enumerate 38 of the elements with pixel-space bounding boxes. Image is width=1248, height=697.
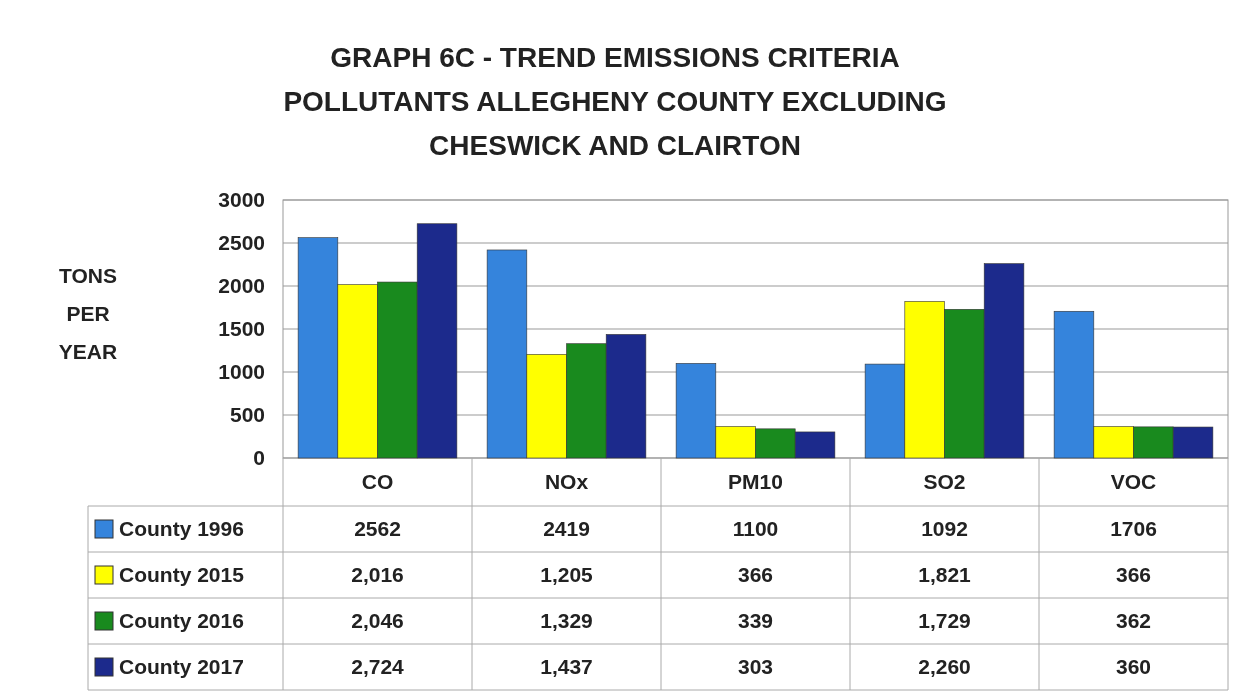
data-label: 1,205 <box>540 563 594 587</box>
y-tick-label: 500 <box>229 403 265 427</box>
y-tick-label: 2000 <box>218 274 265 298</box>
y-tick-label: 2500 <box>218 231 265 255</box>
data-label: 1,821 <box>918 563 972 587</box>
chart-title: GRAPH 6C - TREND EMISSIONS CRITERIA POLLUTANTS ALLEGHENY COUNTY EXCLUDING CHESWICK AND CLAIRTON <box>283 42 947 161</box>
y-tick-label: 1500 <box>218 317 265 341</box>
data-label: 2562 <box>354 517 401 541</box>
y-tick-label: 3000 <box>218 188 265 212</box>
legend-label: County 2016 <box>119 609 244 633</box>
data-label: 360 <box>1115 655 1152 679</box>
x-tick-label: PM10 <box>728 470 783 494</box>
data-label: 2419 <box>543 517 590 541</box>
data-label: 1092 <box>921 517 968 541</box>
data-label: 1706 <box>1110 517 1157 541</box>
data-label: 339 <box>737 609 774 633</box>
y-tick-label: 1000 <box>218 360 265 384</box>
data-label: 1,729 <box>918 609 971 633</box>
data-label: 1,329 <box>540 609 593 633</box>
y-tick-label: 0 <box>253 446 265 470</box>
data-label: 1100 <box>732 517 779 541</box>
data-label: 1,437 <box>540 655 593 679</box>
data-label: 362 <box>1115 609 1152 633</box>
x-tick-label: SO2 <box>923 470 966 494</box>
data-label: 2,016 <box>351 563 404 587</box>
data-label: 2,724 <box>351 655 405 679</box>
x-tick-label: VOC <box>1110 470 1157 494</box>
legend-label: County 2017 <box>119 655 244 679</box>
legend-label: County 2015 <box>119 563 245 587</box>
data-label: 2,046 <box>351 609 404 633</box>
x-tick-label: CO <box>361 470 394 494</box>
y-axis-title: TONS PER YEAR <box>58 264 118 363</box>
data-label: 303 <box>737 655 774 679</box>
data-label: 2,260 <box>918 655 971 679</box>
legend-label: County 1996 <box>119 517 244 541</box>
data-label: 366 <box>737 563 774 587</box>
x-tick-label: NOx <box>544 470 589 494</box>
data-label: 366 <box>1115 563 1152 587</box>
